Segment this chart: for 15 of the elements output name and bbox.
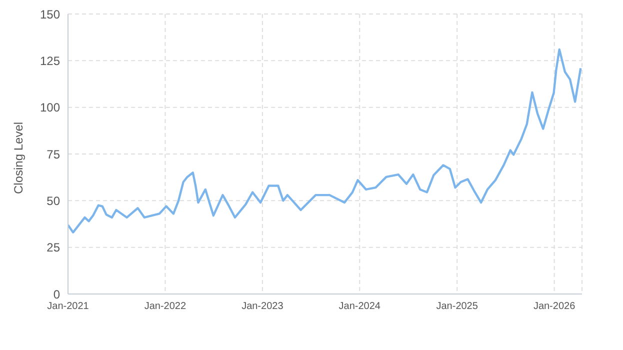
x-tick-label: Jan-2026: [533, 301, 576, 312]
x-tick-label: Jan-2025: [436, 301, 478, 312]
y-tick-label: 25: [46, 240, 60, 255]
x-tick-label: Jan-2022: [144, 301, 186, 312]
y-tick-label: 100: [40, 100, 60, 115]
y-tick-label: 0: [53, 287, 60, 302]
y-axis-title: Closing Level: [11, 122, 26, 194]
y-tick-label: 150: [40, 7, 60, 22]
x-tick-label: Jan-2024: [338, 301, 381, 312]
line-series: [68, 48, 582, 234]
x-tick-label: Jan-2021: [47, 301, 90, 312]
y-tick-label: 75: [46, 147, 60, 162]
x-tick-label: Jan-2023: [242, 301, 284, 312]
y-tick-label: 125: [40, 54, 60, 68]
y-tick-label: 50: [46, 194, 60, 208]
